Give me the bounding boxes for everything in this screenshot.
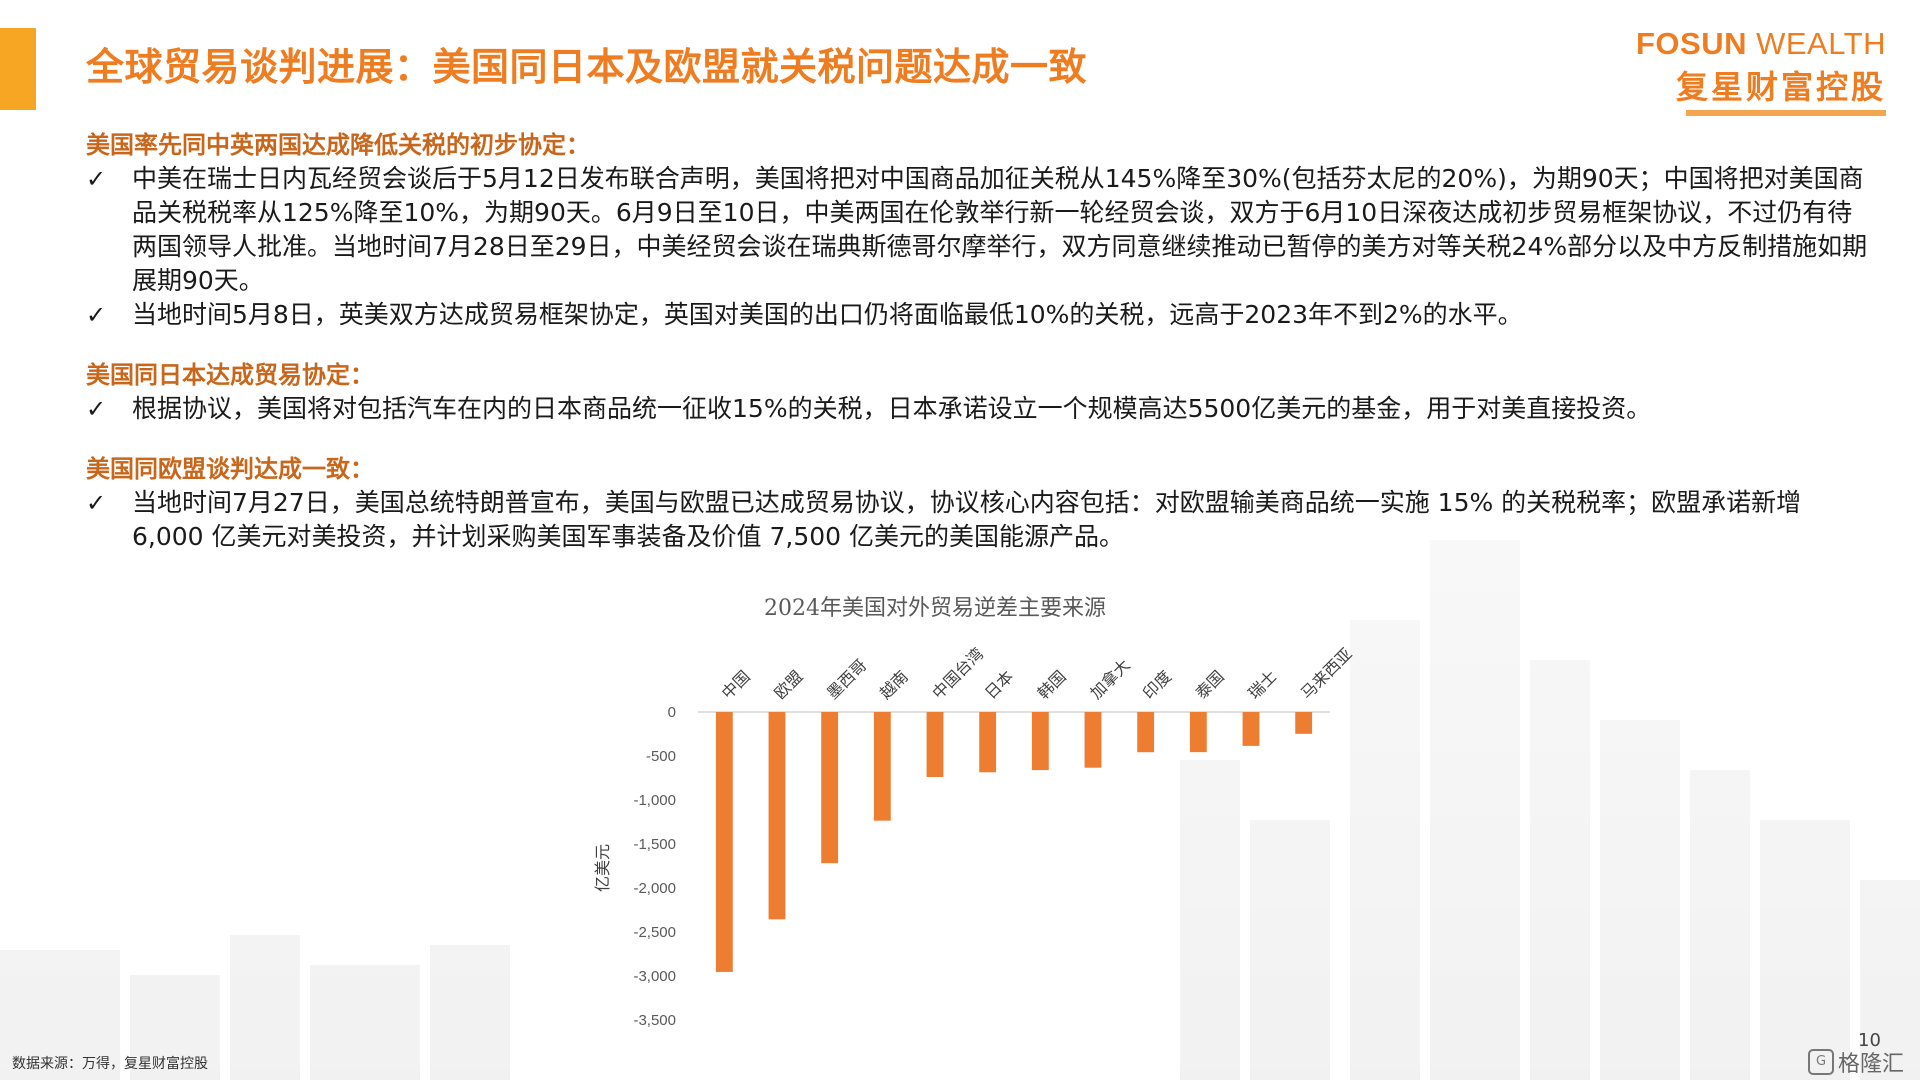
bar-泰国: [1189, 712, 1207, 753]
y-axis-title: 亿美元: [593, 844, 612, 892]
bar-加拿大: [1084, 712, 1102, 768]
section-eu: 美国同欧盟谈判达成一致： ✓ 当地时间7月27日，美国总统特朗普宣布，美国与欧盟…: [86, 452, 1868, 554]
brand-en-bold: FOSUN: [1635, 26, 1747, 61]
brand-english-name: FOSUN WEALTH: [1636, 26, 1886, 62]
category-label: 马来西亚: [1297, 644, 1356, 703]
check-icon: ✓: [86, 301, 107, 329]
bar-欧盟: [768, 712, 786, 920]
bar-印度: [1137, 712, 1155, 753]
check-icon: ✓: [86, 489, 107, 517]
section-japan: 美国同日本达成贸易协定： ✓ 根据协议，美国将对包括汽车在内的日本商品统一征收1…: [86, 358, 1868, 426]
bullet-item: ✓ 当地时间7月27日，美国总统特朗普宣布，美国与欧盟已达成贸易协议，协议核心内…: [86, 486, 1868, 554]
page-number: 10: [1858, 1030, 1881, 1051]
category-label: 中国: [718, 667, 754, 703]
brand-logo: FOSUN WEALTH 复星财富控股: [1636, 26, 1886, 116]
check-icon: ✓: [86, 395, 107, 423]
bar-瑞士: [1242, 712, 1260, 746]
chart-title: 2024年美国对外贸易逆差主要来源: [764, 596, 1106, 621]
title-accent-bar: [0, 28, 36, 110]
data-source-note: 数据来源：万得，复星财富控股: [12, 1056, 208, 1072]
category-label: 欧盟: [770, 667, 806, 703]
page-title: 全球贸易谈判进展：美国同日本及欧盟就关税问题达成一致: [86, 45, 1088, 89]
brand-en-thin: WEALTH: [1756, 26, 1886, 61]
y-tick-label: -3,000: [633, 968, 676, 985]
category-label: 越南: [876, 667, 912, 703]
bullet-item: ✓ 根据协议，美国将对包括汽车在内的日本商品统一征收15%的关税，日本承诺设立一…: [86, 392, 1868, 426]
section-title: 美国同欧盟谈判达成一致：: [86, 455, 374, 483]
bullet-item: ✓ 当地时间5月8日，英美双方达成贸易框架协定，英国对美国的出口仍将面临最低10…: [86, 298, 1868, 332]
bar-日本: [979, 712, 997, 773]
watermark-text: 格隆汇: [1838, 1052, 1905, 1077]
category-label: 印度: [1139, 667, 1175, 703]
y-tick-label: -1,500: [633, 836, 676, 853]
category-label: 加拿大: [1086, 655, 1133, 702]
category-label: 瑞士: [1244, 667, 1280, 703]
bullet-text: 根据协议，美国将对包括汽车在内的日本商品统一征收15%的关税，日本承诺设立一个规…: [132, 394, 1652, 423]
bullet-text: 当地时间7月27日，美国总统特朗普宣布，美国与欧盟已达成贸易协议，协议核心内容包…: [132, 488, 1802, 551]
watermark-logo-icon: G: [1808, 1049, 1834, 1075]
bullet-item: ✓ 中美在瑞士日内瓦经贸会谈后于5月12日发布联合声明，美国将把对中国商品加征关…: [86, 162, 1868, 298]
section-china-uk: 美国率先同中英两国达成降低关税的初步协定： ✓ 中美在瑞士日内瓦经贸会谈后于5月…: [86, 128, 1868, 332]
category-label: 墨西哥: [823, 655, 870, 702]
bullet-text: 中美在瑞士日内瓦经贸会谈后于5月12日发布联合声明，美国将把对中国商品加征关税从…: [132, 164, 1868, 295]
category-label: 韩国: [1034, 667, 1070, 703]
section-title: 美国同日本达成贸易协定：: [86, 361, 374, 389]
category-label: 日本: [981, 667, 1017, 703]
y-tick-label: -2,000: [633, 880, 676, 897]
bar-中国: [715, 712, 733, 972]
bar-马来西亚: [1295, 712, 1313, 734]
brand-underline: [1686, 110, 1886, 116]
y-tick-label: -3,500: [633, 1012, 676, 1029]
category-label: 泰国: [1192, 667, 1228, 703]
bar-韩国: [1031, 712, 1049, 771]
trade-deficit-bar-chart: 2024年美国对外贸易逆差主要来源 0 -500 -1,000 -1,500 -2,00…: [593, 596, 1356, 1029]
chart-plot-area: 0 -500 -1,000 -1,500 -2,000 -2,500 -3,000 -3,50…: [633, 644, 1355, 1029]
bar-墨西哥: [821, 712, 839, 864]
bar-中国台湾: [926, 712, 944, 778]
y-tick-label: -1,000: [633, 792, 676, 809]
brand-chinese-name: 复星财富控股: [1675, 68, 1886, 106]
bullet-text: 当地时间5月8日，英美双方达成贸易框架协定，英国对美国的出口仍将面临最低10%的…: [132, 300, 1523, 329]
y-tick-label: -2,500: [633, 924, 676, 941]
y-tick-label: 0: [668, 704, 676, 721]
check-icon: ✓: [86, 165, 107, 193]
category-label: 中国台湾: [928, 644, 987, 703]
bar-越南: [873, 712, 891, 821]
y-tick-label: -500: [646, 748, 676, 765]
section-title: 美国率先同中英两国达成降低关税的初步协定：: [86, 131, 590, 159]
watermark: G 格隆汇: [1808, 1046, 1904, 1078]
main-content: 美国率先同中英两国达成降低关税的初步协定： ✓ 中美在瑞士日内瓦经贸会谈后于5月…: [86, 128, 1868, 580]
